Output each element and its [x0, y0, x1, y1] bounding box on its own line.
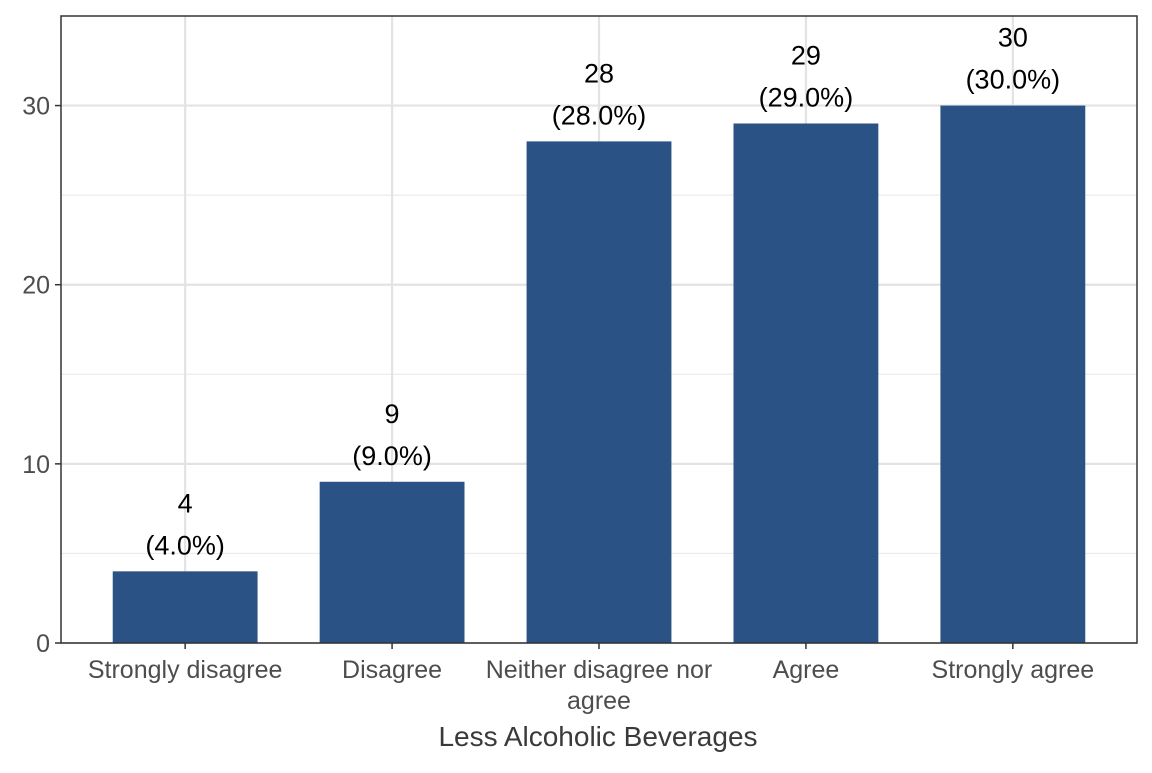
y-tick-label: 30 [22, 93, 50, 121]
data-label-percent: (29.0%) [759, 82, 854, 112]
y-tick-label: 20 [22, 272, 50, 300]
y-tick-label: 10 [22, 451, 50, 479]
bar [733, 123, 879, 643]
data-label-percent: (30.0%) [966, 65, 1061, 95]
bar-layer [112, 105, 1086, 644]
bar [526, 141, 672, 643]
bar [940, 105, 1086, 644]
bar [319, 481, 465, 643]
data-label-layer: 4 (4.0%) 9 (9.0%) 28 (28.0%) 29 (29.0%) 30 (30.0%… [145, 23, 1060, 561]
x-tick-label: Agree [773, 656, 840, 684]
axis-layer: 0 10 20 30 Strongly disagree Disagree Neither … [22, 15, 1138, 715]
x-tick-label: Strongly disagree [88, 656, 283, 684]
data-label-count: 4 [178, 488, 193, 518]
data-label-count: 28 [584, 58, 614, 88]
data-label-percent: (9.0%) [352, 441, 432, 471]
data-label-count: 30 [998, 23, 1028, 53]
data-label-count: 29 [791, 40, 821, 70]
x-tick-label: Neither disagree nor [486, 656, 713, 684]
y-tick-label: 0 [36, 630, 50, 658]
x-axis-title: Less Alcoholic Beverages [438, 721, 757, 752]
bar [112, 571, 258, 643]
data-label-percent: (4.0%) [145, 530, 225, 560]
x-tick-label: Disagree [342, 656, 442, 684]
x-tick-label: Strongly agree [932, 656, 1095, 684]
data-label-count: 9 [385, 399, 400, 429]
x-tick-label: agree [567, 687, 631, 715]
data-label-percent: (28.0%) [552, 100, 647, 130]
